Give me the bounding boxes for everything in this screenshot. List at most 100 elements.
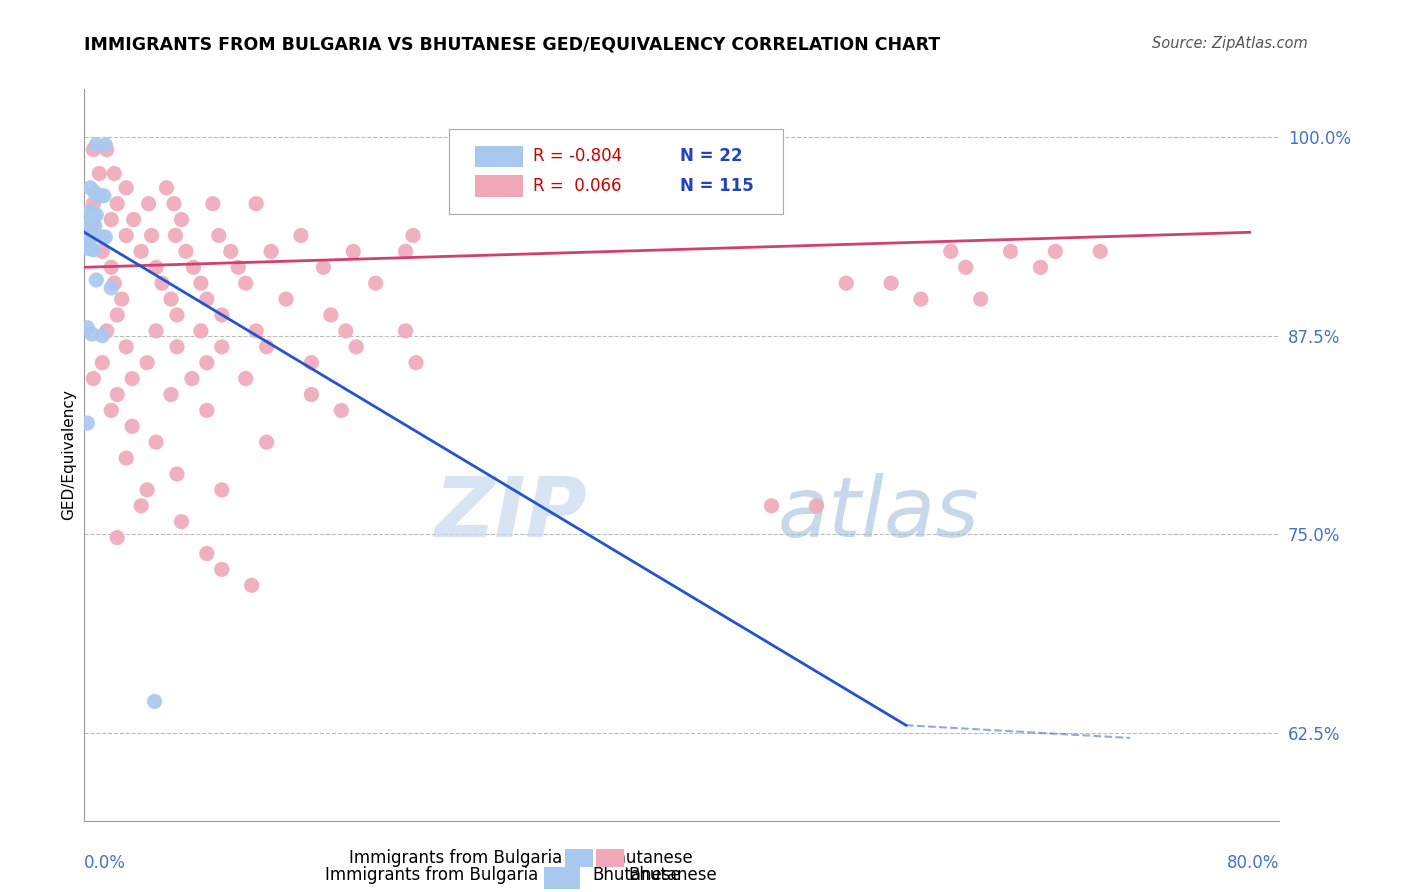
Point: [138, 196, 160, 211]
Text: Bhutanese: Bhutanese: [628, 866, 717, 885]
Point: [105, 387, 128, 401]
Point: [939, 244, 962, 259]
Point: [910, 292, 932, 306]
Point: [190, 276, 212, 290]
Point: [165, 228, 187, 243]
Point: [115, 181, 138, 195]
FancyBboxPatch shape: [449, 129, 783, 213]
Point: [761, 499, 783, 513]
Point: [136, 356, 159, 370]
Text: R = -0.804: R = -0.804: [533, 147, 621, 166]
Point: [1000, 244, 1022, 259]
Text: IMMIGRANTS FROM BULGARIA VS BHUTANESE GED/EQUIVALENCY CORRELATION CHART: IMMIGRANTS FROM BULGARIA VS BHUTANESE GE…: [84, 36, 941, 54]
Point: [880, 276, 903, 290]
Text: 80.0%: 80.0%: [1227, 854, 1279, 871]
Point: [86, 208, 108, 222]
Y-axis label: GED/Equivalency: GED/Equivalency: [60, 390, 76, 520]
Point: [211, 483, 233, 497]
Point: [80, 327, 103, 342]
Point: [100, 281, 122, 295]
Point: [342, 244, 364, 259]
Point: [82, 196, 104, 211]
Point: [82, 206, 104, 220]
Point: [89, 166, 111, 180]
Bar: [475, 145, 523, 168]
Point: [145, 260, 167, 275]
Point: [1090, 244, 1112, 259]
Point: [166, 340, 188, 354]
Point: [155, 181, 177, 195]
Point: [211, 308, 233, 322]
Bar: [475, 175, 523, 197]
Point: [129, 499, 152, 513]
Point: [195, 403, 218, 417]
Point: [91, 230, 114, 244]
Point: [201, 196, 224, 211]
Point: [208, 228, 231, 243]
Point: [170, 515, 193, 529]
Point: [240, 578, 263, 592]
Point: [145, 324, 167, 338]
Point: [83, 219, 105, 233]
Point: [671, 143, 693, 157]
Point: [100, 403, 122, 417]
Point: [115, 451, 138, 466]
Point: [163, 196, 186, 211]
Point: [77, 218, 100, 232]
Point: [211, 562, 233, 576]
Point: [94, 230, 117, 244]
Point: [245, 196, 267, 211]
Point: [91, 328, 114, 343]
Point: [82, 228, 104, 243]
Point: [94, 137, 117, 152]
Point: [79, 181, 101, 195]
Point: [121, 419, 143, 434]
Point: [183, 260, 205, 275]
Point: [256, 340, 278, 354]
Text: Immigrants from Bulgaria: Immigrants from Bulgaria: [325, 866, 538, 885]
Text: Bhutanese: Bhutanese: [605, 849, 693, 867]
Point: [96, 143, 118, 157]
Point: [122, 212, 145, 227]
Point: [170, 212, 193, 227]
Point: [86, 273, 108, 287]
Point: [260, 244, 283, 259]
Point: [115, 228, 138, 243]
Point: [136, 483, 159, 497]
Point: [121, 371, 143, 385]
Point: [79, 204, 101, 219]
Point: [166, 308, 188, 322]
Point: [115, 340, 138, 354]
Point: [79, 230, 101, 244]
Point: [100, 260, 122, 275]
Point: [160, 387, 183, 401]
Text: Source: ZipAtlas.com: Source: ZipAtlas.com: [1152, 36, 1308, 51]
Point: [806, 499, 828, 513]
Point: [835, 276, 858, 290]
Text: Bhutanese: Bhutanese: [592, 866, 681, 885]
Point: [312, 260, 335, 275]
Point: [301, 387, 323, 401]
Point: [160, 292, 183, 306]
Point: [79, 241, 101, 255]
Point: [290, 228, 312, 243]
Point: [235, 276, 257, 290]
Point: [256, 435, 278, 450]
Point: [1045, 244, 1067, 259]
Point: [166, 467, 188, 481]
Point: [319, 308, 342, 322]
Point: [82, 371, 104, 385]
Point: [91, 244, 114, 259]
Point: [150, 276, 173, 290]
Point: [330, 403, 353, 417]
Point: [344, 340, 367, 354]
Point: [103, 276, 125, 290]
Point: [226, 260, 249, 275]
Point: [405, 356, 427, 370]
Point: [100, 212, 122, 227]
Text: ZIP: ZIP: [433, 473, 586, 554]
Text: Immigrants from Bulgaria: Immigrants from Bulgaria: [349, 849, 562, 867]
Point: [394, 324, 416, 338]
Text: N = 22: N = 22: [679, 147, 742, 166]
Text: N = 115: N = 115: [679, 177, 754, 194]
